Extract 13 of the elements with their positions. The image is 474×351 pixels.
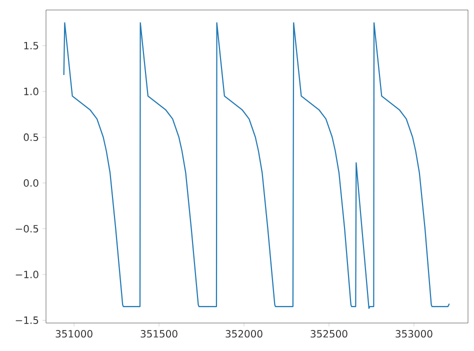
line-series <box>63 22 450 309</box>
y-tick-label: 1.0 <box>24 88 38 96</box>
y-tick-label: 0.0 <box>24 179 38 187</box>
y-tick-label: 0.5 <box>24 133 38 141</box>
x-tick-label: 352000 <box>226 330 262 338</box>
y-tick-label: −1.5 <box>16 316 38 324</box>
x-tick-label: 351000 <box>56 330 92 338</box>
y-tick-label: −1.0 <box>16 270 38 278</box>
x-tick-label: 351500 <box>140 330 178 338</box>
y-tick-label: 1.5 <box>24 42 38 50</box>
x-tick-label: 353000 <box>396 330 432 338</box>
y-tick-label: −0.5 <box>16 224 38 232</box>
x-tick-label: 352500 <box>310 330 348 338</box>
